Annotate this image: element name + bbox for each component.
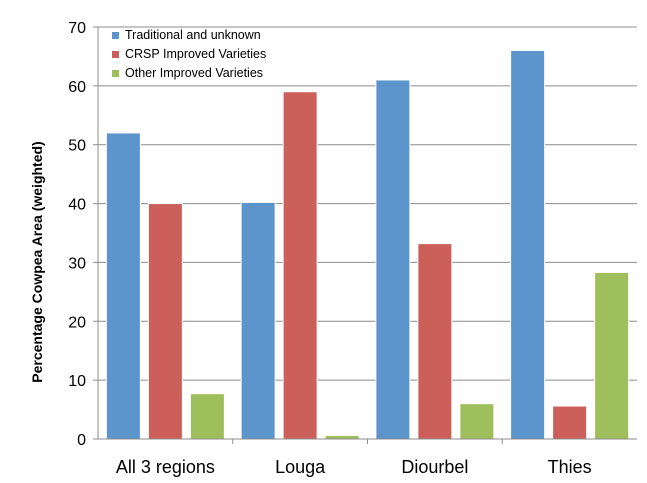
legend-label: Traditional and unknown: [125, 28, 261, 42]
y-tick-label: 50: [68, 138, 86, 155]
bar: [552, 405, 588, 440]
legend-swatch: [112, 51, 119, 58]
y-tick-label: 60: [68, 79, 86, 96]
bar: [240, 201, 276, 440]
legend: Traditional and unknown CRSP Improved Var…: [112, 28, 266, 80]
bar: [417, 243, 453, 440]
bar: [282, 91, 318, 440]
y-tick-label: 30: [68, 255, 86, 272]
x-tick-label: Thies: [548, 457, 592, 477]
legend-swatch: [112, 70, 119, 77]
y-axis-label: Percentage Cowpea Area (weighted): [29, 141, 45, 382]
legend-swatch: [112, 32, 119, 39]
bar: [324, 434, 360, 440]
legend-label: CRSP Improved Varieties: [125, 47, 266, 61]
y-tick-label: 10: [68, 373, 86, 390]
bar: [105, 132, 141, 440]
bar: [510, 50, 546, 440]
y-tick-label: 40: [68, 197, 86, 214]
x-tick-label: Louga: [275, 457, 326, 477]
bar: [147, 203, 183, 440]
y-tick-label: 0: [77, 432, 86, 449]
bar: [189, 393, 225, 440]
gridlines: [98, 26, 637, 381]
y-tick-label: 20: [68, 314, 86, 331]
axes: 0 10 20 30 40 50 60 70 All 3 regions Louga Diourbe…: [68, 20, 637, 477]
x-tick-label: All 3 regions: [116, 457, 215, 477]
legend-label: Other Improved Varieties: [125, 66, 263, 80]
bar: [375, 79, 411, 440]
bar: [594, 271, 630, 440]
bars: [105, 50, 630, 440]
x-tick-label: Diourbel: [401, 457, 468, 477]
bar: [459, 403, 495, 440]
y-tick-label: 70: [68, 20, 86, 37]
